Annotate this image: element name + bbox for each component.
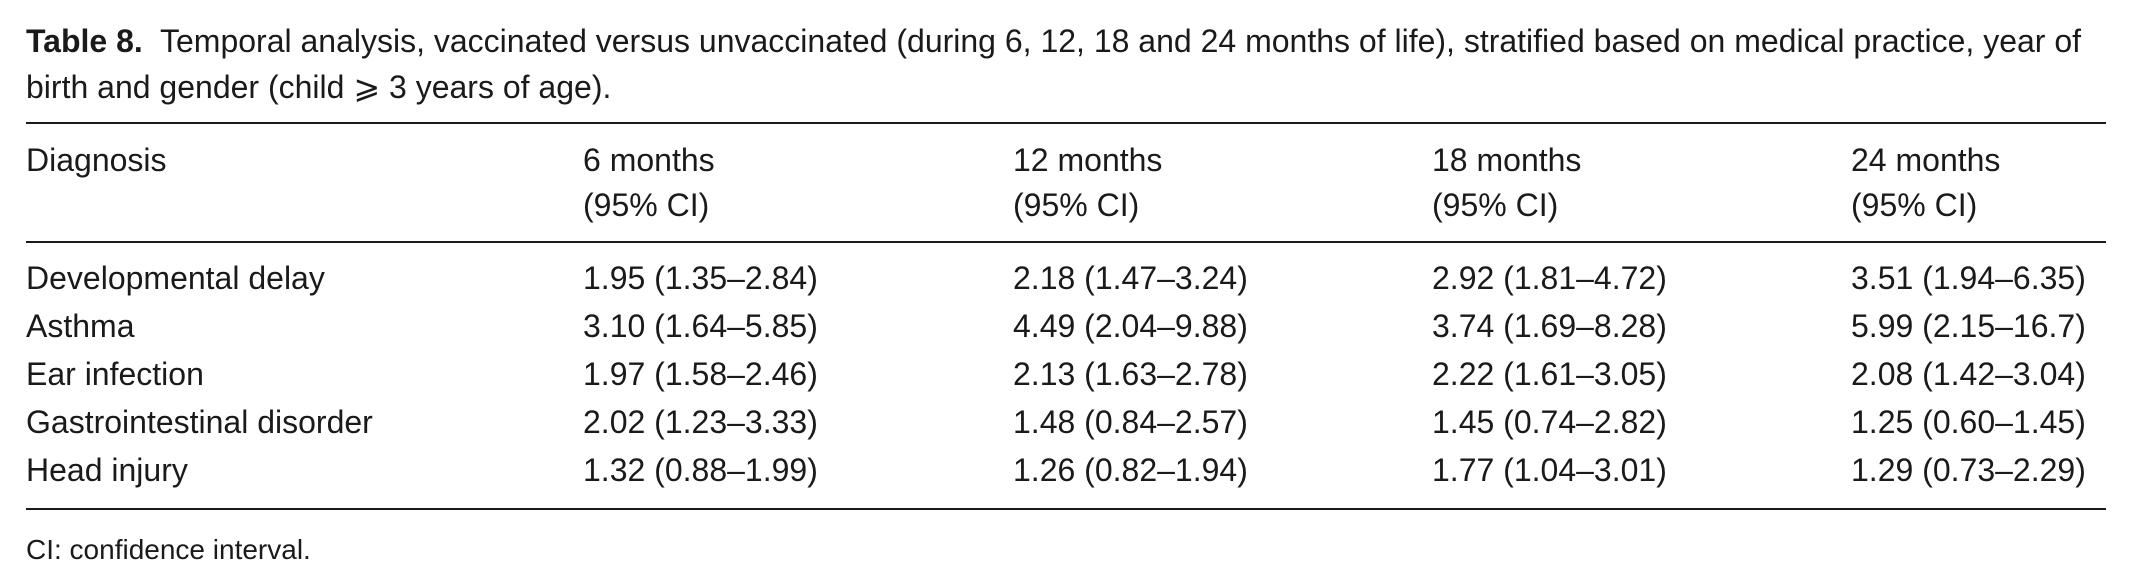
value-12-months: 2.18 (1.47–3.24) <box>1013 260 1248 296</box>
value-24-months: 2.08 (1.42–3.04) <box>1851 356 2086 392</box>
top-rule <box>26 122 2106 124</box>
value-6-months: 3.10 (1.64–5.85) <box>583 308 818 344</box>
column-header-18-months: 18 months (95% CI) <box>1432 142 1582 223</box>
value-24-months: 1.25 (0.60–1.45) <box>1851 404 2086 440</box>
row-diagnosis: Gastrointestinal disorder <box>26 404 373 440</box>
value-24-months: 5.99 (2.15–16.7) <box>1851 308 2086 344</box>
table-footnote: CI: confidence interval. <box>26 534 311 565</box>
row-diagnosis: Asthma <box>26 308 135 344</box>
value-6-months: 1.97 (1.58–2.46) <box>583 356 818 392</box>
column-header-12-months: 12 months (95% CI) <box>1013 142 1163 223</box>
value-18-months: 1.45 (0.74–2.82) <box>1432 404 1667 440</box>
value-6-months: 1.95 (1.35–2.84) <box>583 260 818 296</box>
value-18-months: 1.77 (1.04–3.01) <box>1432 452 1667 488</box>
row-diagnosis: Developmental delay <box>26 260 325 296</box>
header-rule <box>26 241 2106 243</box>
value-24-months: 1.29 (0.73–2.29) <box>1851 452 2086 488</box>
value-12-months: 2.13 (1.63–2.78) <box>1013 356 1248 392</box>
value-18-months: 2.92 (1.81–4.72) <box>1432 260 1667 296</box>
bottom-rule <box>26 508 2106 510</box>
table-row: Asthma 3.10 (1.64–5.85) 4.49 (2.04–9.88)… <box>0 302 2135 350</box>
column-header-24-months: 24 months (95% CI) <box>1851 142 2001 223</box>
table-row: Developmental delay 1.95 (1.35–2.84) 2.1… <box>0 254 2135 302</box>
value-12-months: 1.48 (0.84–2.57) <box>1013 404 1248 440</box>
value-24-months: 3.51 (1.94–6.35) <box>1851 260 2086 296</box>
value-12-months: 1.26 (0.82–1.94) <box>1013 452 1248 488</box>
value-18-months: 2.22 (1.61–3.05) <box>1432 356 1667 392</box>
row-diagnosis: Ear infection <box>26 356 204 392</box>
table-row: Ear infection 1.97 (1.58–2.46) 2.13 (1.6… <box>0 350 2135 398</box>
table-row: Gastrointestinal disorder 2.02 (1.23–3.3… <box>0 398 2135 446</box>
table-caption-text: Temporal analysis, vaccinated versus unv… <box>26 23 2082 105</box>
table-label: Table 8. <box>26 23 143 59</box>
table-caption: Table 8. Temporal analysis, vaccinated v… <box>26 18 2106 110</box>
table-row: Head injury 1.32 (0.88–1.99) 1.26 (0.82–… <box>0 446 2135 494</box>
value-6-months: 1.32 (0.88–1.99) <box>583 452 818 488</box>
row-diagnosis: Head injury <box>26 452 188 488</box>
value-6-months: 2.02 (1.23–3.33) <box>583 404 818 440</box>
value-18-months: 3.74 (1.69–8.28) <box>1432 308 1667 344</box>
column-header-diagnosis: Diagnosis <box>26 142 167 178</box>
column-header-6-months: 6 months (95% CI) <box>583 142 715 223</box>
value-12-months: 4.49 (2.04–9.88) <box>1013 308 1248 344</box>
